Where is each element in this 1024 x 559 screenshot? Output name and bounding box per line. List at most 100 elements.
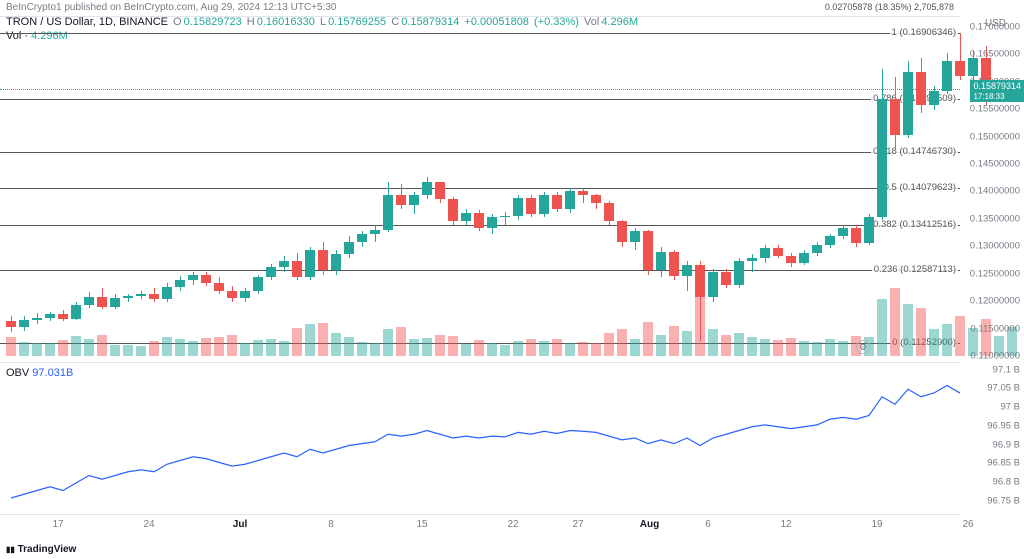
candle-body[interactable] xyxy=(565,191,575,209)
volume-bar[interactable] xyxy=(513,341,523,356)
candle-body[interactable] xyxy=(890,99,900,135)
volume-bar[interactable] xyxy=(565,343,575,356)
volume-bar[interactable] xyxy=(370,343,380,356)
volume-bar[interactable] xyxy=(773,340,783,356)
candle-body[interactable] xyxy=(422,182,432,196)
candle-body[interactable] xyxy=(461,213,471,221)
volume-bar[interactable] xyxy=(734,333,744,356)
volume-bar[interactable] xyxy=(695,293,705,356)
volume-bar[interactable] xyxy=(539,341,549,356)
candle-body[interactable] xyxy=(266,267,276,278)
volume-bar[interactable] xyxy=(344,337,354,356)
volume-bar[interactable] xyxy=(578,342,588,356)
candle-body[interactable] xyxy=(786,256,796,263)
candle-body[interactable] xyxy=(773,248,783,255)
candle-body[interactable] xyxy=(942,61,952,91)
candle-body[interactable] xyxy=(487,217,497,228)
volume-bar[interactable] xyxy=(396,327,406,356)
candle-body[interactable] xyxy=(331,254,341,270)
x-axis[interactable]: 1724Jul8152227Aug6121926Sep xyxy=(0,514,960,534)
volume-bar[interactable] xyxy=(136,346,146,356)
obv-y-axis[interactable]: 97.1 B97.05 B97 B96.95 B96.9 B96.85 B96.… xyxy=(960,362,1024,512)
candle-body[interactable] xyxy=(292,261,302,277)
candle-body[interactable] xyxy=(526,198,536,214)
candle-body[interactable] xyxy=(734,261,744,285)
price-chart[interactable]: 1 (0.16906346)0.786 (0.15696509)0.618 (0… xyxy=(0,16,960,356)
candle-body[interactable] xyxy=(617,221,627,242)
volume-bar[interactable] xyxy=(201,338,211,356)
fib-line[interactable] xyxy=(0,188,960,189)
obv-panel[interactable]: OBV 97.031B xyxy=(0,362,960,512)
volume-bar[interactable] xyxy=(97,335,107,356)
volume-bar[interactable] xyxy=(721,335,731,356)
candle-body[interactable] xyxy=(175,280,185,287)
candle-body[interactable] xyxy=(578,191,588,195)
volume-bar[interactable] xyxy=(32,343,42,356)
candle-body[interactable] xyxy=(448,199,458,221)
candle-body[interactable] xyxy=(643,231,653,270)
volume-bar[interactable] xyxy=(630,339,640,356)
volume-bar[interactable] xyxy=(760,339,770,356)
volume-bar[interactable] xyxy=(58,340,68,356)
volume-bar[interactable] xyxy=(188,341,198,356)
volume-bar[interactable] xyxy=(890,288,900,356)
volume-bar[interactable] xyxy=(526,339,536,356)
volume-bar[interactable] xyxy=(149,341,159,356)
volume-bar[interactable] xyxy=(903,304,913,356)
candle-body[interactable] xyxy=(721,272,731,285)
volume-bar[interactable] xyxy=(474,340,484,356)
candle-body[interactable] xyxy=(19,320,29,327)
candle-body[interactable] xyxy=(318,250,328,270)
volume-bar[interactable] xyxy=(422,338,432,356)
candle-body[interactable] xyxy=(760,248,770,258)
candle-body[interactable] xyxy=(240,291,250,298)
candle-body[interactable] xyxy=(708,272,718,297)
candle-body[interactable] xyxy=(929,91,939,105)
volume-bar[interactable] xyxy=(84,339,94,356)
volume-bar[interactable] xyxy=(292,328,302,356)
candle-body[interactable] xyxy=(500,216,510,218)
volume-bar[interactable] xyxy=(253,340,263,356)
candle-body[interactable] xyxy=(682,265,692,276)
volume-bar[interactable] xyxy=(461,344,471,356)
volume-bar[interactable] xyxy=(786,338,796,356)
volume-bar[interactable] xyxy=(279,341,289,356)
candle-body[interactable] xyxy=(851,228,861,243)
candle-body[interactable] xyxy=(552,195,562,209)
volume-bar[interactable] xyxy=(942,324,952,356)
candle-body[interactable] xyxy=(45,314,55,317)
candle-body[interactable] xyxy=(799,253,809,263)
candle-body[interactable] xyxy=(357,234,367,242)
candle-body[interactable] xyxy=(877,99,887,217)
volume-bar[interactable] xyxy=(71,336,81,356)
price-y-axis[interactable]: USD 0.170000000.165000000.160000000.1550… xyxy=(960,16,1024,356)
volume-bar[interactable] xyxy=(435,335,445,356)
volume-bar[interactable] xyxy=(19,342,29,356)
volume-bar[interactable] xyxy=(500,345,510,356)
candle-body[interactable] xyxy=(344,242,354,254)
volume-bar[interactable] xyxy=(591,343,601,356)
volume-bar[interactable] xyxy=(929,329,939,356)
volume-bar[interactable] xyxy=(708,329,718,356)
volume-bar[interactable] xyxy=(604,333,614,356)
candle-body[interactable] xyxy=(812,245,822,253)
candle-body[interactable] xyxy=(435,182,445,200)
volume-bar[interactable] xyxy=(487,343,497,356)
candle-body[interactable] xyxy=(825,236,835,244)
volume-bar[interactable] xyxy=(123,345,133,356)
candle-body[interactable] xyxy=(370,230,380,234)
volume-bar[interactable] xyxy=(617,329,627,356)
candle-body[interactable] xyxy=(58,314,68,318)
candle-body[interactable] xyxy=(110,298,120,307)
candle-body[interactable] xyxy=(305,250,315,277)
candle-body[interactable] xyxy=(97,297,107,307)
volume-bar[interactable] xyxy=(383,329,393,356)
candle-body[interactable] xyxy=(864,217,874,243)
candle-body[interactable] xyxy=(227,291,237,298)
volume-bar[interactable] xyxy=(6,337,16,356)
candle-body[interactable] xyxy=(747,258,757,261)
candle-body[interactable] xyxy=(71,305,81,319)
volume-bar[interactable] xyxy=(331,333,341,356)
volume-bar[interactable] xyxy=(747,337,757,356)
candle-body[interactable] xyxy=(396,195,406,204)
